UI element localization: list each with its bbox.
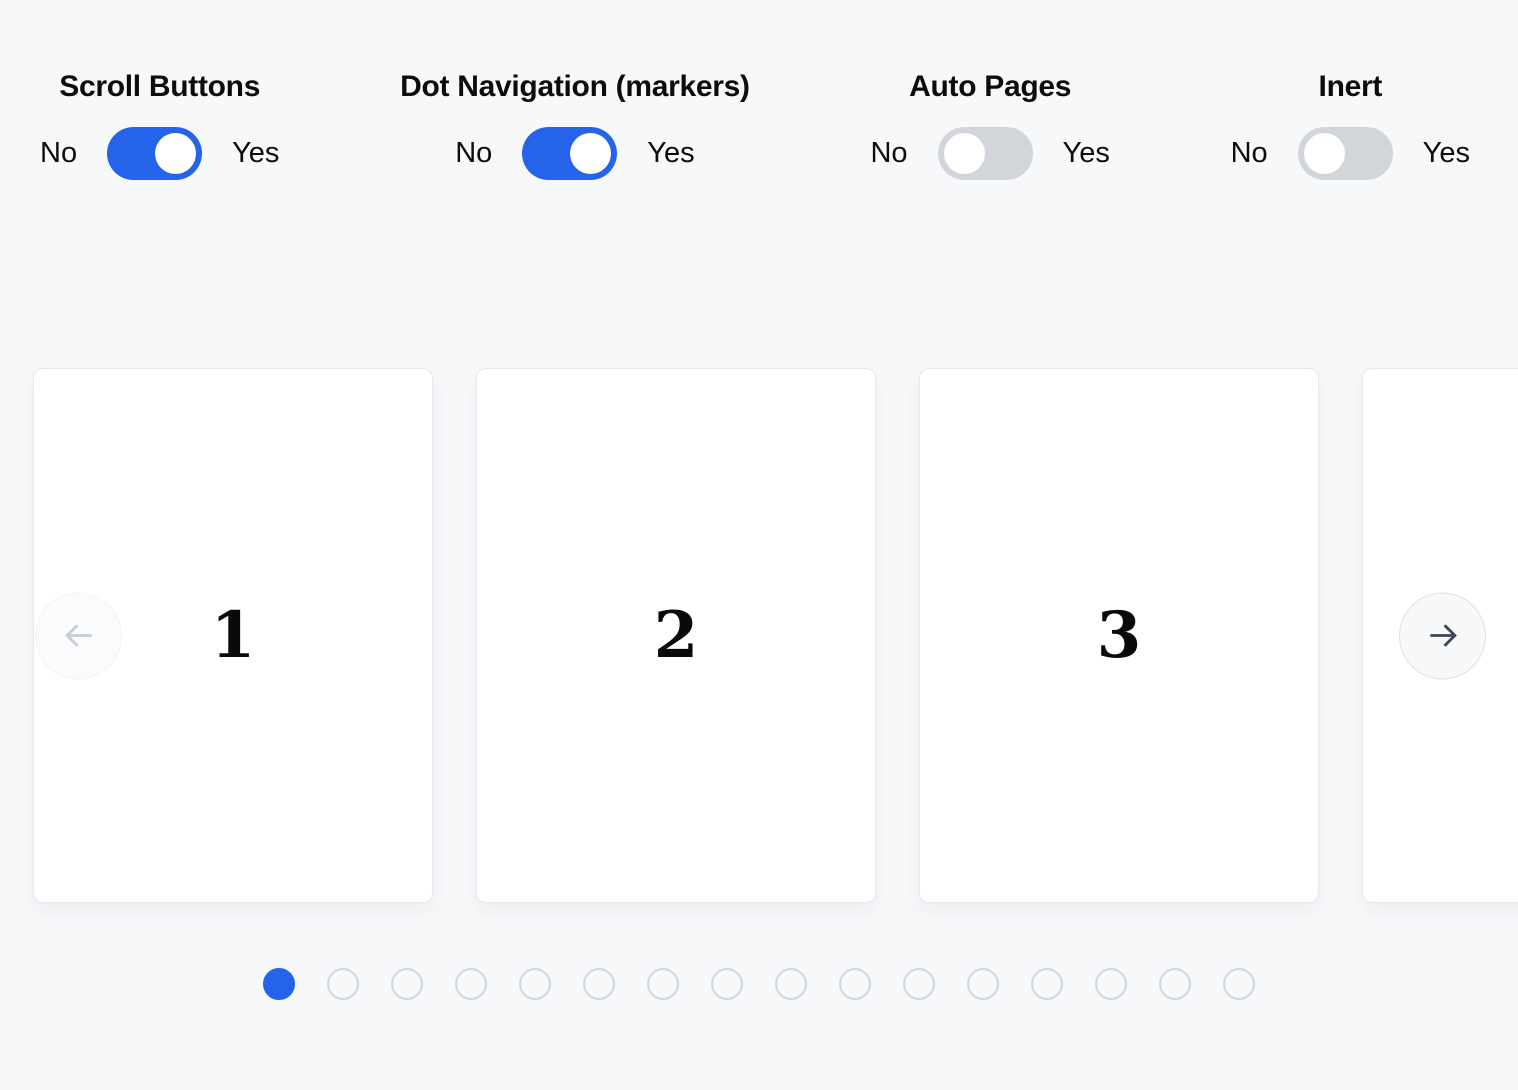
control-inert: Inert No Yes	[1231, 70, 1470, 180]
toggle-yes-label: Yes	[232, 137, 280, 169]
carousel-slide: 3	[919, 368, 1319, 903]
inert-toggle[interactable]	[1297, 127, 1393, 180]
dot-marker[interactable]	[903, 968, 935, 1000]
dot-marker[interactable]	[647, 968, 679, 1000]
dot-marker[interactable]	[711, 968, 743, 1000]
toggle-no-label: No	[1230, 137, 1268, 169]
arrow-left-icon	[64, 624, 92, 647]
toggle-row: No Yes	[455, 127, 695, 180]
toggle-row: No Yes	[40, 127, 279, 180]
dot-marker[interactable]	[775, 968, 807, 1000]
carousel-slide: 2	[476, 368, 876, 903]
dot-marker[interactable]	[327, 968, 359, 1000]
carousel-demo-page: Scroll Buttons No Yes Dot Navigation (ma…	[0, 0, 1518, 1000]
control-scroll-buttons: Scroll Buttons No Yes	[40, 70, 279, 180]
toggle-yes-label: Yes	[1062, 137, 1110, 169]
carousel: 1 2 3 4	[0, 368, 1518, 903]
toggle-no-label: No	[870, 137, 908, 169]
dot-marker[interactable]	[1223, 968, 1255, 1000]
slide-number: 2	[653, 598, 699, 673]
control-title: Inert	[1318, 70, 1383, 103]
toggle-knob	[155, 133, 197, 174]
scroll-buttons-toggle[interactable]	[107, 127, 203, 180]
toggle-yes-label: Yes	[1422, 137, 1470, 169]
control-title: Scroll Buttons	[59, 70, 261, 103]
dot-marker[interactable]	[583, 968, 615, 1000]
slide-number: 3	[1096, 598, 1142, 673]
prev-slide-button[interactable]	[35, 592, 122, 679]
dot-marker[interactable]	[519, 968, 551, 1000]
controls-bar: Scroll Buttons No Yes Dot Navigation (ma…	[0, 0, 1518, 180]
dot-marker[interactable]	[1031, 968, 1063, 1000]
arrow-right-icon	[1429, 624, 1457, 647]
dot-marker[interactable]	[1095, 968, 1127, 1000]
control-title: Auto Pages	[909, 70, 1072, 103]
dot-marker[interactable]	[967, 968, 999, 1000]
dot-navigation-toggle[interactable]	[522, 127, 618, 180]
toggle-knob	[943, 133, 985, 174]
toggle-knob	[1303, 133, 1345, 174]
toggle-row: No Yes	[1231, 127, 1470, 180]
slide-number: 1	[210, 598, 256, 673]
toggle-no-label: No	[455, 137, 493, 169]
dot-marker[interactable]	[391, 968, 423, 1000]
control-title: Dot Navigation (markers)	[400, 70, 750, 103]
toggle-knob	[570, 133, 612, 174]
dot-marker[interactable]	[839, 968, 871, 1000]
next-slide-button[interactable]	[1399, 592, 1486, 679]
dot-marker[interactable]	[455, 968, 487, 1000]
dot-marker[interactable]	[1159, 968, 1191, 1000]
control-auto-pages: Auto Pages No Yes	[870, 70, 1110, 180]
toggle-no-label: No	[40, 137, 78, 169]
dot-navigation	[0, 968, 1518, 1000]
toggle-row: No Yes	[870, 127, 1110, 180]
dot-marker[interactable]	[263, 968, 295, 1000]
auto-pages-toggle[interactable]	[937, 127, 1033, 180]
control-dot-navigation: Dot Navigation (markers) No Yes	[400, 70, 750, 180]
carousel-track[interactable]: 1 2 3 4	[33, 368, 1518, 903]
toggle-yes-label: Yes	[647, 137, 695, 169]
